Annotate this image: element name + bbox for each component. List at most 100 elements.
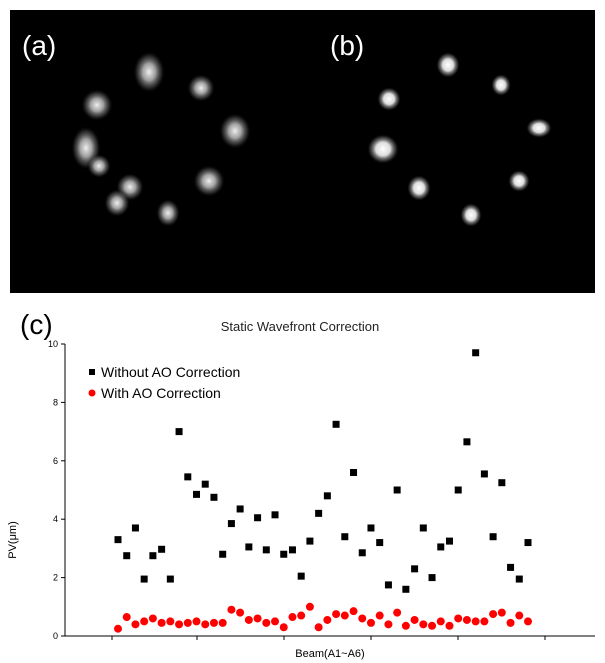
point-with-ao xyxy=(349,607,358,616)
point-without-ao xyxy=(201,480,209,488)
spot-a1 xyxy=(133,51,165,93)
spot-a7 xyxy=(193,165,225,197)
point-without-ao xyxy=(350,468,358,476)
point-with-ao xyxy=(183,618,192,627)
point-with-ao xyxy=(279,623,288,632)
legend-marker-without xyxy=(89,369,95,375)
spot-a9 xyxy=(104,189,130,217)
point-with-ao xyxy=(175,620,184,629)
y-tick-label: 4 xyxy=(53,514,58,524)
point-with-ao xyxy=(524,617,532,626)
point-with-ao xyxy=(262,618,271,627)
point-without-ao xyxy=(419,524,427,532)
point-without-ao xyxy=(402,585,410,593)
point-without-ao xyxy=(332,420,340,428)
point-with-ao xyxy=(480,617,489,626)
point-with-ao xyxy=(506,618,515,627)
panel-a-label: (a) xyxy=(22,30,56,61)
spot-b1 xyxy=(436,52,460,78)
point-with-ao xyxy=(236,608,245,617)
spot-a2 xyxy=(187,74,215,102)
point-with-ao xyxy=(375,611,384,620)
point-without-ao xyxy=(498,479,506,487)
spot-a4 xyxy=(219,113,251,149)
panel-b-spots xyxy=(367,52,552,227)
point-with-ao xyxy=(419,620,428,629)
point-with-ao xyxy=(332,610,341,619)
point-with-ao xyxy=(131,620,140,629)
panel-c-label: (c) xyxy=(20,309,53,340)
y-tick-label: 8 xyxy=(53,397,58,407)
spot-b8 xyxy=(460,203,482,227)
point-with-ao xyxy=(489,610,498,619)
point-without-ao xyxy=(297,572,305,580)
spot-images: (a) (b) xyxy=(10,10,595,293)
point-with-ao xyxy=(497,608,506,617)
point-with-ao xyxy=(436,617,445,626)
legend-label-with: With AO Correction xyxy=(101,385,221,401)
x-axis-label: Beam(A1~A6) xyxy=(295,648,364,660)
point-with-ao xyxy=(166,617,175,626)
point-without-ao xyxy=(489,533,497,541)
legend-marker-with xyxy=(88,389,96,397)
spot-a10 xyxy=(156,199,180,227)
point-without-ao xyxy=(437,543,445,551)
point-with-ao xyxy=(288,613,297,622)
point-with-ao xyxy=(384,620,393,629)
point-without-ao xyxy=(193,490,201,498)
point-without-ao xyxy=(306,537,314,545)
point-without-ao xyxy=(411,565,419,573)
point-without-ao xyxy=(454,486,462,494)
legend-label-without: Without AO Correction xyxy=(101,364,240,380)
point-without-ao xyxy=(166,575,174,583)
point-with-ao xyxy=(471,617,480,626)
point-without-ao xyxy=(358,549,366,557)
image-background xyxy=(10,10,595,293)
point-with-ao xyxy=(192,617,201,626)
point-with-ao xyxy=(271,617,280,626)
y-tick-label: 2 xyxy=(53,573,58,583)
y-ticks: 0 2 4 6 8 10 xyxy=(48,339,65,641)
point-without-ao xyxy=(262,546,270,554)
point-without-ao xyxy=(280,550,288,558)
legend: Without AO Correction With AO Correction xyxy=(88,364,240,401)
point-without-ao xyxy=(524,539,532,547)
x-ticks xyxy=(111,636,546,640)
point-without-ao xyxy=(254,514,262,522)
point-without-ao xyxy=(123,552,131,560)
point-with-ao xyxy=(340,611,349,620)
point-with-ao xyxy=(314,623,323,632)
point-without-ao xyxy=(236,505,244,513)
point-without-ao xyxy=(515,575,523,583)
point-without-ao xyxy=(315,509,323,517)
point-without-ao xyxy=(219,550,227,558)
point-without-ao xyxy=(507,563,515,571)
data-points xyxy=(114,349,532,633)
point-without-ao xyxy=(288,546,296,554)
point-without-ao xyxy=(271,511,279,519)
point-with-ao xyxy=(428,621,437,630)
point-without-ao xyxy=(323,492,331,500)
point-without-ao xyxy=(384,581,392,589)
pv-scatter-chart: (c) Static Wavefront Correction 0246810 … xyxy=(7,309,595,660)
point-without-ao xyxy=(393,486,401,494)
spot-b7 xyxy=(407,175,431,201)
point-with-ao xyxy=(218,618,227,627)
point-without-ao xyxy=(210,493,218,501)
point-with-ao xyxy=(122,613,131,622)
point-with-ao xyxy=(462,615,471,624)
point-with-ao xyxy=(358,614,367,623)
y-tick-label: 0 xyxy=(53,631,58,641)
point-without-ao xyxy=(140,575,148,583)
spot-b4 xyxy=(526,118,552,138)
point-without-ao xyxy=(367,524,375,532)
y-tick-label: 6 xyxy=(53,456,58,466)
chart-title: Static Wavefront Correction xyxy=(221,319,379,334)
point-with-ao xyxy=(410,615,419,624)
point-with-ao xyxy=(515,611,524,620)
point-without-ao xyxy=(480,470,488,478)
y-axis-label: PV(μm) xyxy=(7,521,19,559)
point-without-ao xyxy=(428,574,436,582)
point-with-ao xyxy=(401,621,410,630)
point-with-ao xyxy=(393,608,402,617)
